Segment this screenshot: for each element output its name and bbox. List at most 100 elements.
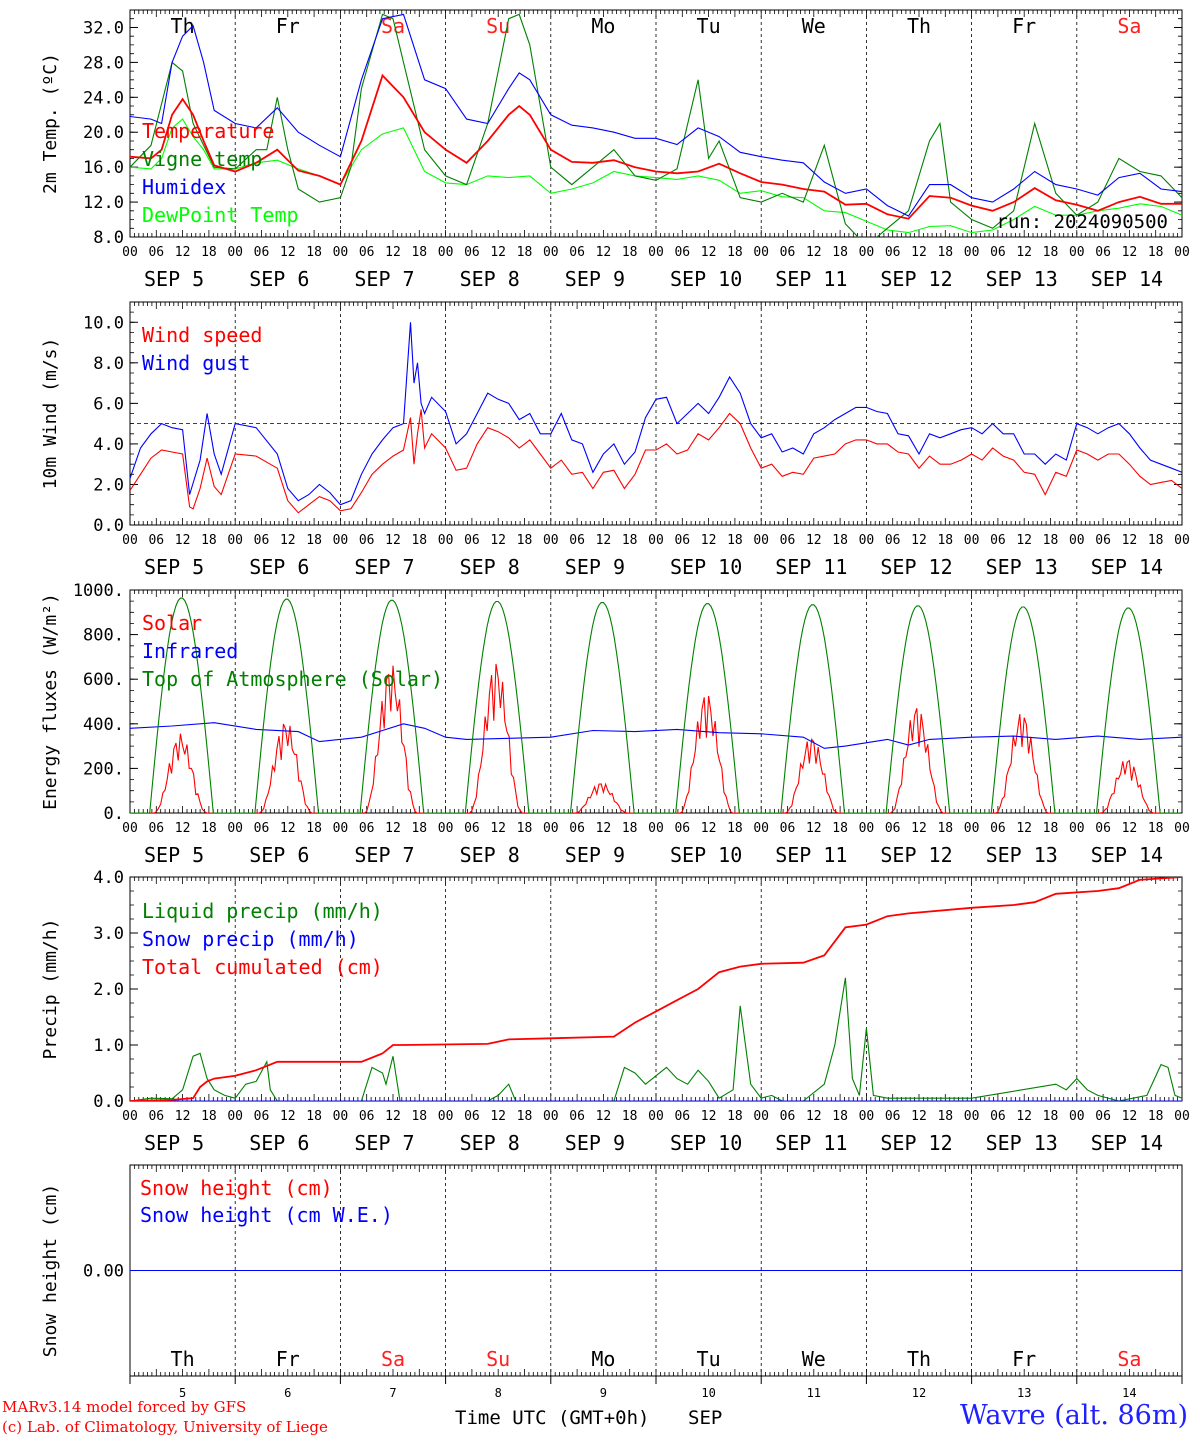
- x-hour-label: 06: [569, 245, 585, 260]
- x-hour-label: 06: [359, 1109, 375, 1124]
- x-hour-label: 18: [201, 821, 217, 836]
- x-hour-label: 06: [359, 533, 375, 548]
- x-hour-label: 18: [201, 533, 217, 548]
- y-tick-label: 400.: [83, 715, 124, 735]
- legend-entry: Top of Atmosphere (Solar): [142, 667, 443, 691]
- y-tick-label: 4.0: [93, 435, 124, 455]
- x-date-label: SEP 6: [249, 555, 309, 579]
- x-hour-label: 00: [753, 1109, 769, 1124]
- legend-entry: Vigne temp: [142, 147, 262, 171]
- x-hour-label: 12: [175, 821, 191, 836]
- series-line-total-cumulated-cm-: [130, 877, 1182, 1101]
- x-hour-label: 06: [674, 821, 690, 836]
- x-date-label: SEP 7: [354, 267, 414, 291]
- x-hour-label: 06: [569, 533, 585, 548]
- weekday-label: Fr: [276, 1347, 300, 1371]
- x-hour-label: 06: [990, 245, 1006, 260]
- x-hour-label: 00: [753, 245, 769, 260]
- x-hour-label: 18: [411, 821, 427, 836]
- x-hour-label: 00: [438, 1109, 454, 1124]
- x-date-label: SEP 14: [1091, 843, 1163, 867]
- x-date-label: SEP 11: [775, 555, 847, 579]
- x-date-label: SEP 11: [775, 843, 847, 867]
- x-hour-label: 00: [122, 1109, 138, 1124]
- x-hour-label: 00: [333, 1109, 349, 1124]
- x-hour-label: 12: [1122, 1109, 1138, 1124]
- x-hour-label: 18: [622, 821, 638, 836]
- bottom-day-number: 13: [1017, 1386, 1031, 1400]
- x-hour-label: 12: [1122, 245, 1138, 260]
- legend-entry: Liquid precip (mm/h): [142, 899, 383, 923]
- x-date-label: SEP 13: [986, 267, 1058, 291]
- x-hour-label: 00: [543, 245, 559, 260]
- series-line-temperature: [130, 73, 1182, 220]
- y-tick-label: 2.0: [93, 980, 124, 1000]
- x-hour-label: 12: [490, 245, 506, 260]
- x-date-label: SEP 6: [249, 843, 309, 867]
- x-hour-label: 06: [990, 821, 1006, 836]
- x-date-label: SEP 10: [670, 843, 742, 867]
- series-group: [130, 877, 1182, 1101]
- x-hour-label: 18: [517, 821, 533, 836]
- x-hour-label: 06: [780, 533, 796, 548]
- x-hour-label: 06: [780, 821, 796, 836]
- x-axis-month: SEP: [688, 1407, 722, 1429]
- x-hour-label: 12: [596, 245, 612, 260]
- x-hour-label: 18: [832, 245, 848, 260]
- x-tick-marks: [129, 10, 1183, 237]
- legend-entry: Snow height (cm W.E.): [140, 1203, 393, 1227]
- x-date-label: SEP 7: [354, 843, 414, 867]
- y-tick-label: 20.0: [83, 123, 124, 143]
- bottom-day-ticks: [129, 1376, 1183, 1384]
- y-tick-label: 4.0: [93, 868, 124, 888]
- x-hour-label: 18: [1043, 245, 1059, 260]
- x-hour-label: 00: [1069, 533, 1085, 548]
- x-hour-label: 00: [648, 821, 664, 836]
- y-tick-label: 0.00: [83, 1262, 124, 1282]
- series-line-wind-speed: [130, 409, 1182, 514]
- x-hour-label: 12: [806, 245, 822, 260]
- x-hour-label: 00: [753, 533, 769, 548]
- x-hour-label: 06: [1095, 1109, 1111, 1124]
- y-axis-label: 2m Temp. (ºC): [40, 53, 61, 194]
- x-tick-marks: [129, 1165, 1183, 1376]
- y-axis-label: Snow height (cm): [40, 1184, 61, 1357]
- x-hour-label: 06: [569, 1109, 585, 1124]
- x-date-label: SEP 7: [354, 1131, 414, 1155]
- weekday-label: Fr: [1012, 1347, 1036, 1371]
- x-hour-label: 00: [964, 533, 980, 548]
- x-hour-label: 00: [122, 821, 138, 836]
- x-hour-label: 12: [175, 245, 191, 260]
- x-hour-label: 06: [148, 245, 164, 260]
- x-date-label: SEP 10: [670, 1131, 742, 1155]
- x-tick-marks: [129, 590, 1183, 813]
- x-hour-label: 12: [1016, 1109, 1032, 1124]
- x-hour-label: 12: [1016, 533, 1032, 548]
- x-hour-label: 18: [411, 533, 427, 548]
- x-date-label: SEP 6: [249, 1131, 309, 1155]
- y-tick-label: 8.0: [93, 354, 124, 374]
- x-hour-label: 00: [964, 1109, 980, 1124]
- weekday-label: Th: [907, 14, 931, 38]
- x-date-label: SEP 9: [565, 1131, 625, 1155]
- bottom-day-number: 14: [1122, 1386, 1136, 1400]
- x-hour-label: 00: [859, 245, 875, 260]
- x-hour-label: 00: [333, 245, 349, 260]
- x-hour-label: 18: [517, 245, 533, 260]
- x-hour-label: 06: [1095, 245, 1111, 260]
- series-line-solar: [130, 663, 1180, 813]
- x-hour-label: 18: [517, 1109, 533, 1124]
- y-tick-label: 28.0: [83, 53, 124, 73]
- bottom-day-number: 9: [600, 1386, 607, 1400]
- series-line-humidex: [130, 13, 1182, 217]
- x-hour-label: 00: [1174, 245, 1190, 260]
- x-hour-label: 06: [780, 245, 796, 260]
- x-hour-label: 00: [859, 1109, 875, 1124]
- series-group: [130, 13, 1182, 237]
- x-date-label: SEP 6: [249, 267, 309, 291]
- x-hour-label: 12: [385, 245, 401, 260]
- x-hour-label: 00: [1069, 1109, 1085, 1124]
- x-hour-label: 06: [674, 533, 690, 548]
- x-hour-label: 06: [674, 1109, 690, 1124]
